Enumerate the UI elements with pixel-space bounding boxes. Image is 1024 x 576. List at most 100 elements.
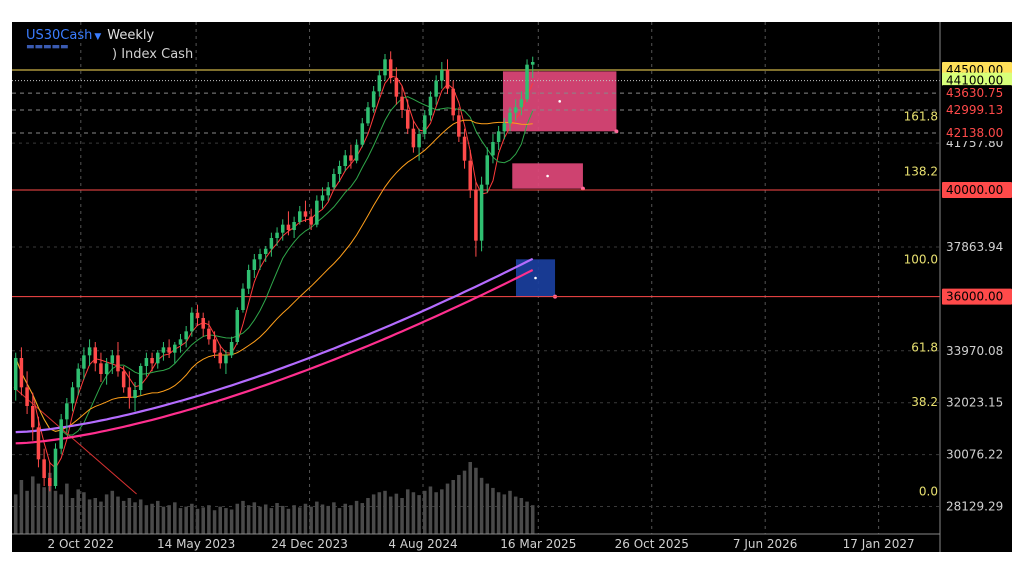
volume-bar: [343, 503, 347, 534]
candle-body: [320, 195, 325, 201]
candle-body: [525, 64, 529, 100]
moving-averages: [15, 75, 534, 469]
price-tick-label: 28129.29: [946, 500, 1003, 514]
chart-header[interactable]: US30Cash ▼ Weekly: [26, 28, 154, 43]
candles[interactable]: [13, 51, 535, 492]
volume-bar: [474, 467, 478, 534]
fib-level-label: 0.0: [919, 484, 938, 498]
candle-body: [263, 248, 268, 254]
volume-bar: [440, 489, 444, 534]
candle-body: [201, 318, 205, 329]
volume-bar: [121, 500, 126, 534]
volume-bar: [70, 498, 75, 534]
candle-body: [25, 387, 29, 406]
volume-bar: [241, 500, 245, 534]
candle-body: [155, 352, 160, 364]
volume-bar: [184, 506, 188, 534]
price-tick-label: 37863.94: [946, 240, 1003, 254]
candle-body: [212, 339, 217, 353]
chevron-down-icon[interactable]: ▼: [94, 32, 102, 42]
fib-level-label: 61.8: [911, 340, 938, 354]
order-ghost: ▬▬▬▬▬: [26, 42, 69, 52]
volume-bar: [530, 505, 535, 534]
trend-line: [13, 386, 137, 495]
candle-body: [167, 347, 171, 353]
candle-body: [258, 254, 262, 260]
price-badge-bg: [942, 102, 1012, 119]
volume-bar: [275, 503, 279, 534]
ma-long-pink-line: [15, 269, 534, 445]
volume-bar: [82, 492, 86, 534]
volume-bar: [212, 510, 217, 534]
volume-bar: [195, 508, 200, 534]
candle-body: [218, 352, 223, 364]
volume-bar: [360, 503, 365, 534]
candle-body: [150, 358, 154, 364]
volume-bar: [87, 499, 92, 534]
volume-bar: [519, 498, 524, 534]
volume-bar: [116, 496, 120, 534]
candle-body: [440, 70, 444, 81]
trend-line-segment: [13, 386, 137, 495]
time-axis: 2 Oct 2022 14 May 2023 24 Dec 2023 4 Aug 20…: [12, 533, 940, 551]
zone-center: [546, 174, 549, 178]
candle-body: [121, 371, 126, 388]
timeframe-label[interactable]: Weekly: [107, 28, 155, 43]
price-badge-label: 43630.75: [946, 86, 1003, 100]
volume-bar: [42, 487, 46, 534]
candle-body: [428, 96, 433, 116]
volume-bar: [315, 501, 319, 534]
candle-body: [360, 123, 365, 145]
volume-bar: [53, 490, 58, 534]
time-tick-label: 26 Oct 2025: [615, 537, 689, 551]
volume-bar: [394, 493, 399, 534]
volume-bar: [133, 502, 137, 534]
volume-bar: [479, 477, 484, 534]
candle-body: [138, 366, 143, 390]
price-badge-label: 36000.00: [946, 290, 1003, 304]
volume-bar: [99, 501, 103, 534]
candle-body: [133, 390, 137, 398]
volume-bar: [280, 505, 285, 534]
volume-bars: [13, 462, 535, 534]
zone-center: [558, 100, 561, 103]
volume-bar: [155, 500, 160, 534]
volume-bar: [286, 508, 291, 534]
price-badge-bg: [942, 124, 1012, 141]
candle-body: [354, 144, 359, 161]
candle-body: [451, 88, 455, 116]
volume-bar: [161, 506, 166, 534]
price-badge-bg: [942, 72, 1012, 89]
candle-body: [19, 358, 24, 388]
volume-bar: [485, 483, 490, 534]
candle-body: [280, 224, 285, 233]
volume-bar: [207, 505, 211, 534]
volume-bar: [224, 508, 228, 534]
price-tick-label: 33970.08: [946, 344, 1003, 358]
candle-body: [394, 78, 399, 97]
candle-body: [343, 155, 347, 166]
volume-bar: [252, 502, 257, 534]
candle-body: [224, 355, 228, 364]
candle-body: [519, 99, 524, 108]
candle-body: [496, 131, 501, 142]
volume-bar: [269, 508, 274, 534]
candle-body: [434, 80, 438, 97]
time-tick-label: 4 Aug 2024: [388, 537, 457, 551]
candle-body: [161, 347, 166, 353]
candle-body: [173, 344, 177, 353]
volume-bar: [36, 483, 41, 534]
volume-bar: [190, 503, 194, 534]
volume-bar: [423, 490, 427, 534]
price-badge-label: 42999.13: [946, 103, 1003, 117]
candle-body: [405, 110, 410, 129]
volume-bar: [388, 496, 393, 534]
candle-body: [423, 115, 427, 134]
volume-bar: [320, 504, 325, 534]
volume-bar: [201, 507, 205, 534]
symbol-label[interactable]: US30Cash: [26, 28, 93, 43]
volume-bar: [246, 505, 251, 534]
volume-bar: [354, 500, 359, 534]
candle-body: [366, 107, 370, 124]
